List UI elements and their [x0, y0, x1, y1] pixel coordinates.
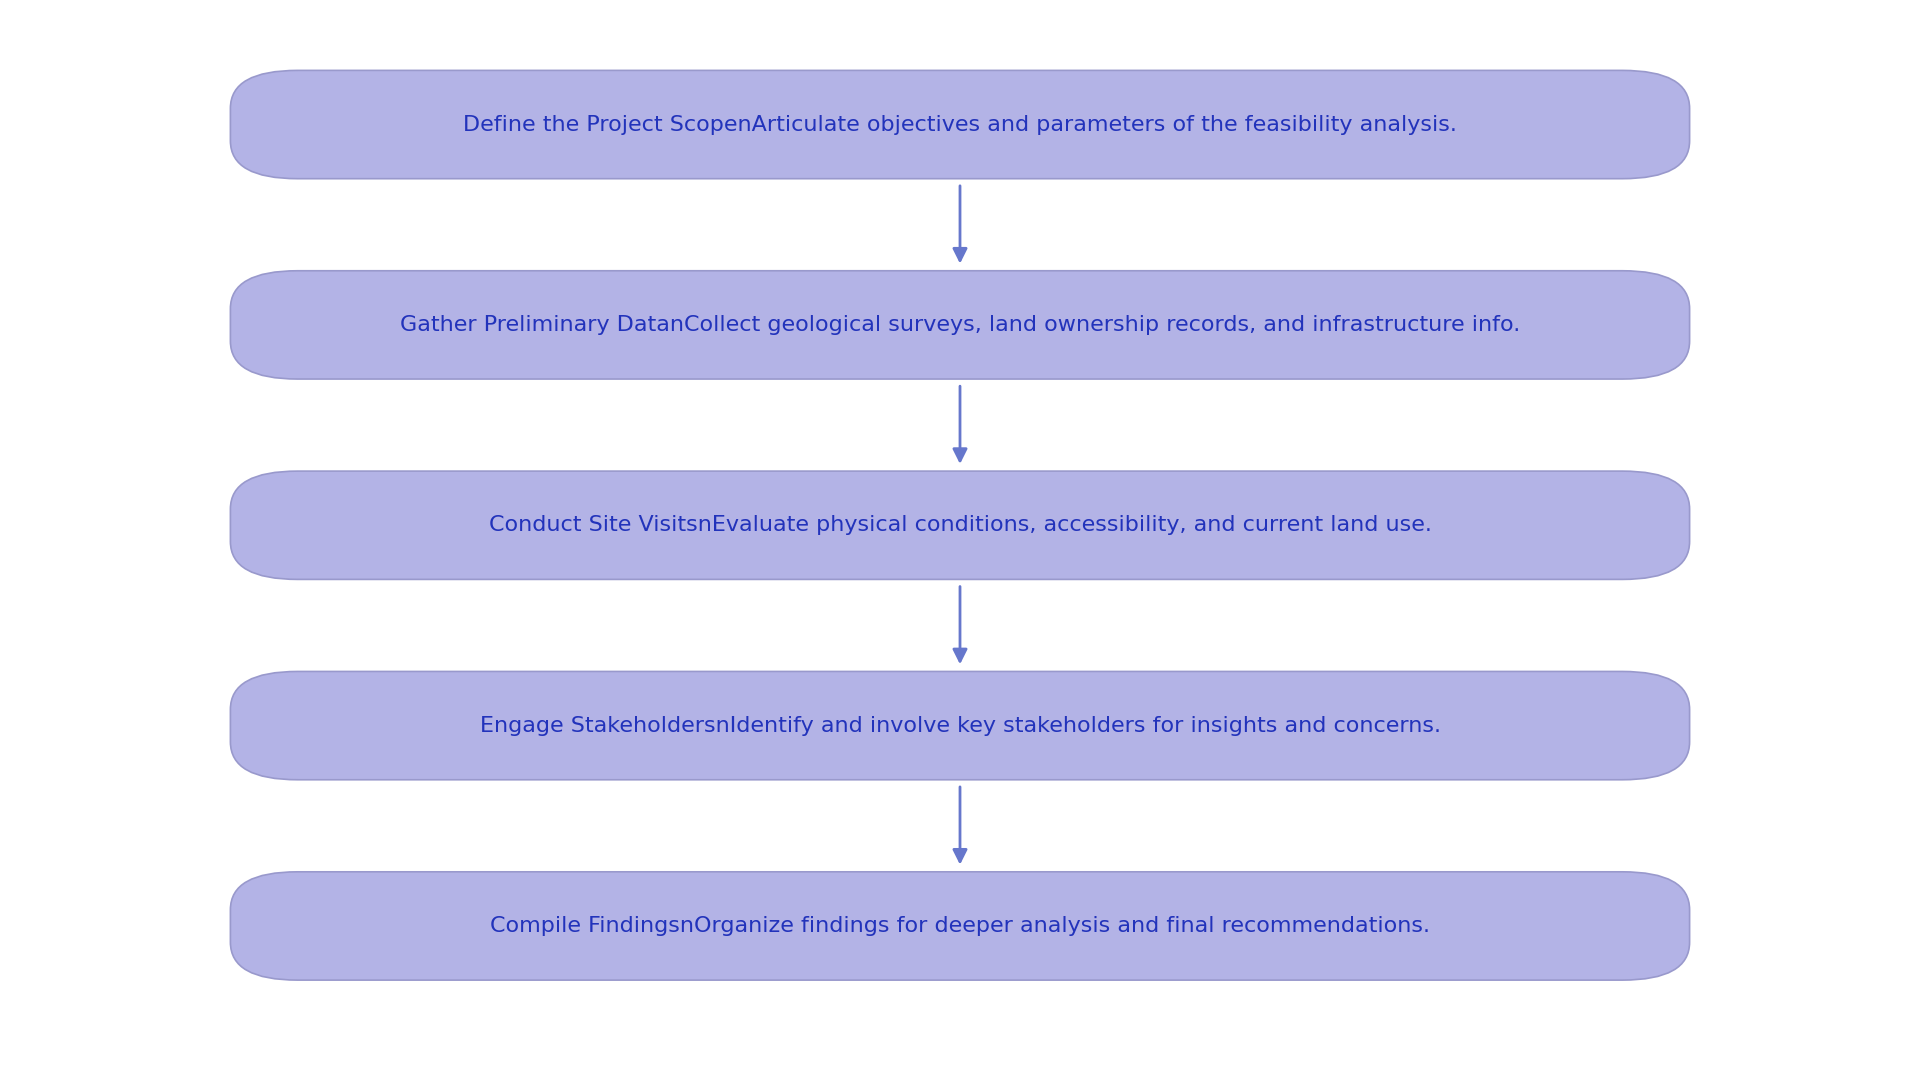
FancyBboxPatch shape	[230, 271, 1690, 379]
Text: Gather Preliminary DatanCollect geological surveys, land ownership records, and : Gather Preliminary DatanCollect geologic…	[399, 315, 1521, 335]
FancyBboxPatch shape	[230, 872, 1690, 980]
Text: Conduct Site VisitsnEvaluate physical conditions, accessibility, and current lan: Conduct Site VisitsnEvaluate physical co…	[488, 516, 1432, 535]
Text: Define the Project ScopenArticulate objectives and parameters of the feasibility: Define the Project ScopenArticulate obje…	[463, 115, 1457, 134]
Text: Compile FindingsnOrganize findings for deeper analysis and final recommendations: Compile FindingsnOrganize findings for d…	[490, 916, 1430, 936]
FancyBboxPatch shape	[230, 70, 1690, 179]
FancyBboxPatch shape	[230, 671, 1690, 780]
Text: Engage StakeholdersnIdentify and involve key stakeholders for insights and conce: Engage StakeholdersnIdentify and involve…	[480, 716, 1440, 735]
FancyBboxPatch shape	[230, 471, 1690, 579]
